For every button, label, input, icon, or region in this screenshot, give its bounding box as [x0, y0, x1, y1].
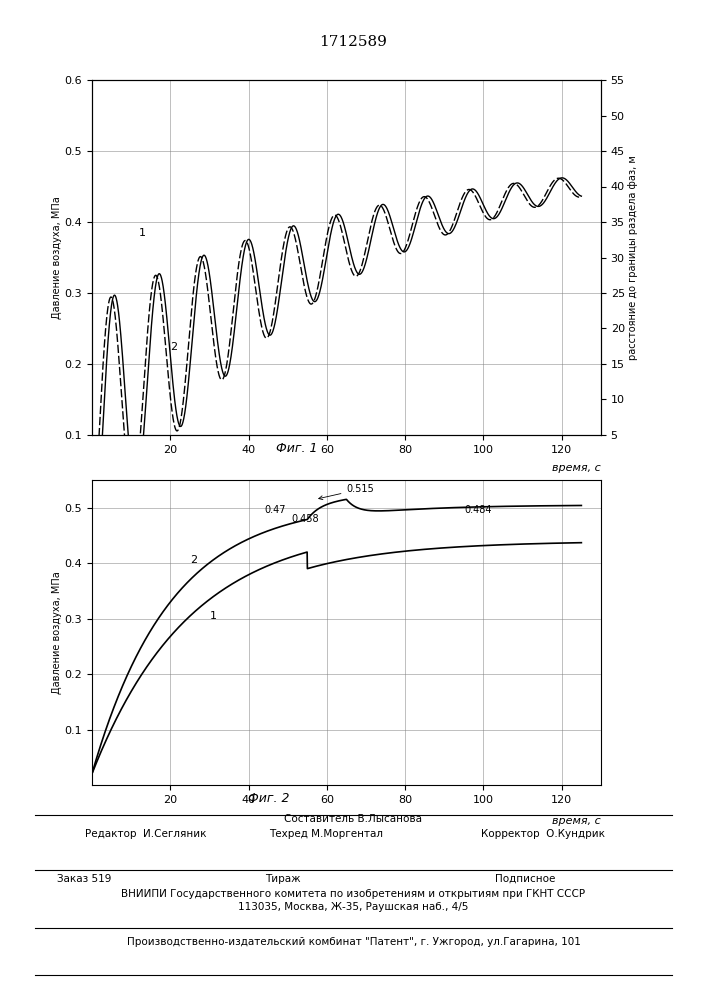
- 1: [473, 187, 481, 199]
- Text: Производственно-издательский комбинат "Патент", г. Ужгород, ул.Гагарина, 101: Производственно-издательский комбинат "П…: [127, 937, 580, 947]
- 1: [577, 190, 585, 202]
- 2: [563, 179, 571, 191]
- 2: [577, 191, 585, 203]
- Text: 1: 1: [139, 228, 146, 238]
- 2: [563, 180, 572, 192]
- Text: Фиг. 1: Фиг. 1: [276, 442, 317, 455]
- Text: 0.484: 0.484: [464, 505, 491, 515]
- Text: 2: 2: [170, 342, 177, 352]
- 2: [554, 172, 563, 184]
- Text: Заказ 519: Заказ 519: [57, 874, 111, 884]
- Text: Подписное: Подписное: [495, 874, 555, 884]
- 1: [563, 175, 572, 187]
- 1: [326, 232, 334, 244]
- 2: [312, 285, 321, 297]
- Text: 113035, Москва, Ж-35, Раушская наб., 4/5: 113035, Москва, Ж-35, Раушская наб., 4/5: [238, 902, 469, 912]
- Text: Редактор  И.Сегляник: Редактор И.Сегляник: [85, 829, 206, 839]
- Text: Техред М.Моргентал: Техред М.Моргентал: [269, 829, 382, 839]
- 1: [88, 557, 96, 569]
- 1: [558, 172, 566, 184]
- 2: [473, 194, 481, 206]
- 2: [112, 328, 121, 340]
- Text: Тираж: Тираж: [265, 874, 300, 884]
- 1: [563, 175, 571, 187]
- Line: 1: 1: [92, 178, 581, 563]
- Line: 2: 2: [92, 178, 581, 547]
- Text: Фиг. 2: Фиг. 2: [248, 792, 289, 805]
- 2: [88, 541, 96, 553]
- Y-axis label: Давление воздуха, МПа: Давление воздуха, МПа: [52, 196, 62, 319]
- Text: 0.515: 0.515: [319, 484, 374, 500]
- Y-axis label: Давление воздуха, МПа: Давление воздуха, МПа: [52, 571, 62, 694]
- Text: 1: 1: [209, 611, 216, 621]
- Y-axis label: расстояние до границы раздела фаз, м: расстояние до границы раздела фаз, м: [628, 155, 638, 360]
- Text: 0.47: 0.47: [264, 505, 286, 515]
- 1: [112, 295, 121, 307]
- Text: Корректор  О.Кундрик: Корректор О.Кундрик: [481, 829, 604, 839]
- Text: время, с: время, с: [552, 816, 601, 826]
- 2: [326, 217, 334, 229]
- Text: 0.458: 0.458: [291, 514, 320, 524]
- Text: ВНИИПИ Государственного комитета по изобретениям и открытиям при ГКНТ СССР: ВНИИПИ Государственного комитета по изоб…: [122, 889, 585, 899]
- Text: время, с: время, с: [552, 463, 601, 473]
- 1: [312, 294, 321, 306]
- Text: 2: 2: [189, 555, 197, 565]
- Text: 1712589: 1712589: [320, 35, 387, 49]
- Text: Составитель В.Лысанова: Составитель В.Лысанова: [284, 814, 423, 824]
